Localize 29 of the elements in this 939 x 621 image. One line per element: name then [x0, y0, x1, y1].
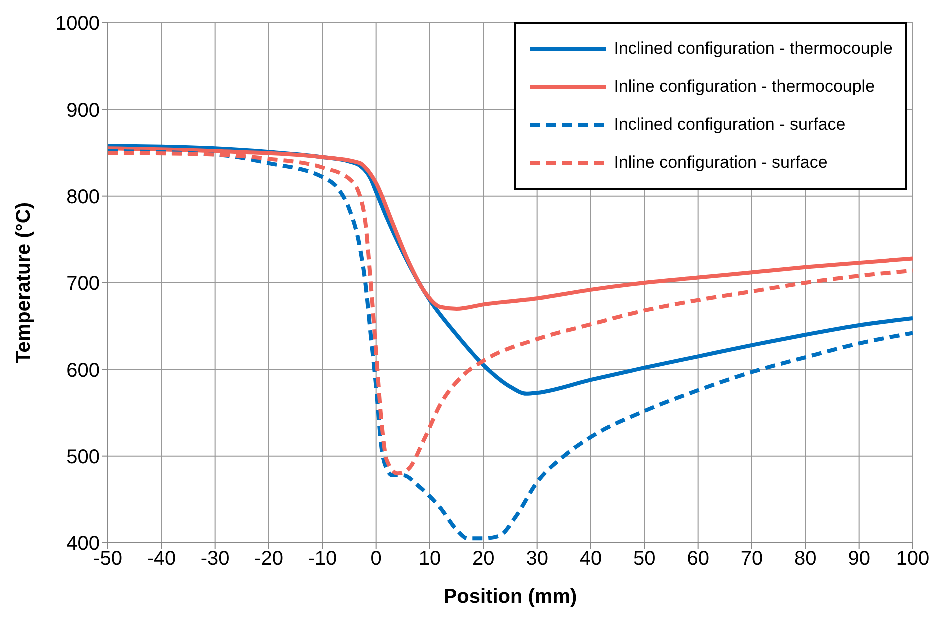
x-tick-label: 0	[370, 548, 382, 570]
x-tick-label: -40	[147, 548, 176, 570]
y-tick-label: 600	[66, 360, 100, 382]
x-tick-label: 80	[794, 548, 817, 570]
x-tick-label: 30	[526, 548, 548, 570]
x-tick-label: 10	[418, 548, 442, 570]
legend-label: Inline configuration - surface	[614, 153, 828, 173]
y-tick-label: 500	[66, 446, 100, 468]
legend-label: Inline configuration - thermocouple	[614, 77, 876, 97]
y-tick-label: 400	[66, 533, 100, 556]
x-tick-label: 60	[687, 548, 710, 570]
x-tick-label: 100	[896, 548, 930, 570]
y-tick-label: 1000	[56, 13, 100, 36]
y-tick-label: 700	[66, 273, 100, 296]
legend-label: Inclined configuration - surface	[614, 115, 846, 135]
x-tick-label: -10	[308, 548, 338, 570]
legend-label: Inclined configuration - thermocouple	[614, 39, 893, 59]
x-tick-label: 20	[472, 548, 495, 570]
x-tick-label: 50	[634, 548, 656, 570]
x-tick-label: -30	[200, 548, 230, 570]
y-axis-title: Temperature (°C)	[13, 202, 36, 364]
x-axis-title: Position (mm)	[444, 586, 578, 608]
x-tick-label: 90	[848, 548, 870, 570]
x-tick-label: 70	[740, 548, 764, 570]
x-tick-label: -20	[254, 548, 284, 570]
x-tick-label: 40	[580, 548, 602, 570]
y-tick-label: 800	[66, 186, 100, 208]
line-series	[108, 149, 913, 541]
y-tick-label: 900	[66, 100, 100, 122]
